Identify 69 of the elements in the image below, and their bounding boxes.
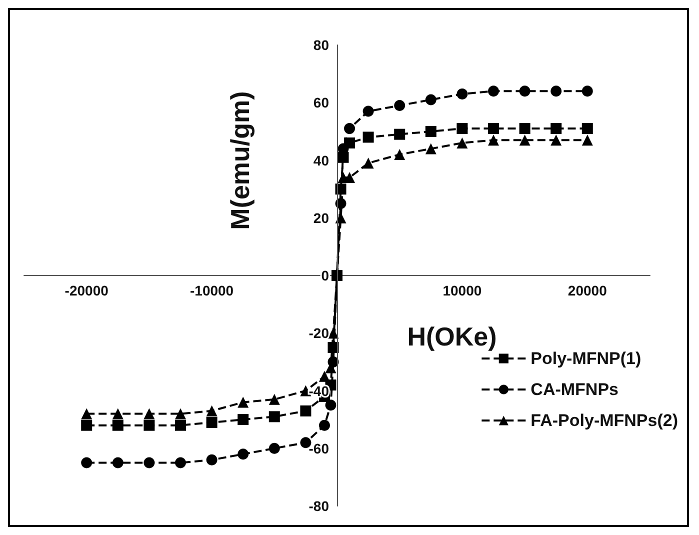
point xyxy=(456,123,468,134)
point xyxy=(488,123,499,134)
point xyxy=(300,405,312,416)
point xyxy=(268,394,280,405)
point xyxy=(425,94,436,106)
point xyxy=(175,420,186,431)
x-tick-label: 10000 xyxy=(442,282,482,298)
point xyxy=(268,411,280,422)
point xyxy=(238,396,249,408)
point xyxy=(394,100,406,112)
point xyxy=(362,132,374,143)
x-axis-title: H(OKe) xyxy=(407,322,497,352)
point xyxy=(144,420,155,431)
point xyxy=(394,128,406,140)
legend-label: FA-Poly-MFNPs(2) xyxy=(530,411,678,430)
point xyxy=(318,420,330,431)
point xyxy=(425,126,436,137)
point xyxy=(112,408,124,420)
point xyxy=(362,158,374,169)
point xyxy=(206,416,218,428)
point xyxy=(550,123,562,134)
y-tick-label: 20 xyxy=(313,210,330,226)
point xyxy=(519,134,530,146)
x-tick-label: 20000 xyxy=(568,282,608,298)
point xyxy=(582,134,593,146)
point xyxy=(268,442,280,454)
y-tick-label: 80 xyxy=(313,37,330,53)
point xyxy=(175,408,186,420)
point xyxy=(582,123,593,134)
y-axis-title: M(emu/gm) xyxy=(225,91,255,230)
point xyxy=(550,86,562,97)
point xyxy=(488,134,499,146)
point xyxy=(519,86,530,97)
x-tick-label: -10000 xyxy=(190,282,234,298)
point xyxy=(81,420,92,431)
y-tick-label: 40 xyxy=(313,152,330,168)
point xyxy=(425,143,436,154)
point xyxy=(456,88,468,100)
point xyxy=(112,457,124,468)
point xyxy=(206,405,218,416)
point xyxy=(582,86,593,97)
legend-label: Poly-MFNP(1) xyxy=(530,349,642,368)
point xyxy=(550,134,562,146)
point xyxy=(144,457,155,468)
point xyxy=(394,148,406,160)
point xyxy=(238,448,249,460)
point xyxy=(318,370,330,382)
point xyxy=(335,184,346,195)
point xyxy=(488,86,499,97)
point xyxy=(456,137,468,148)
point xyxy=(325,400,336,411)
point xyxy=(238,414,249,426)
point xyxy=(362,106,374,117)
point xyxy=(144,408,155,420)
point xyxy=(206,454,218,466)
point xyxy=(328,342,339,354)
point xyxy=(81,457,92,468)
y-tick-label: -80 xyxy=(308,498,330,514)
point xyxy=(328,328,339,339)
y-tick-label: -60 xyxy=(308,440,330,456)
y-tick-label: -20 xyxy=(308,325,330,342)
point xyxy=(81,408,92,420)
y-tick-label: 60 xyxy=(313,94,330,111)
legend-label: CA-MFNPs xyxy=(530,380,619,399)
point xyxy=(344,123,356,134)
x-tick-label: -20000 xyxy=(64,282,109,298)
point xyxy=(112,420,124,431)
point xyxy=(519,123,530,134)
point xyxy=(175,457,186,468)
